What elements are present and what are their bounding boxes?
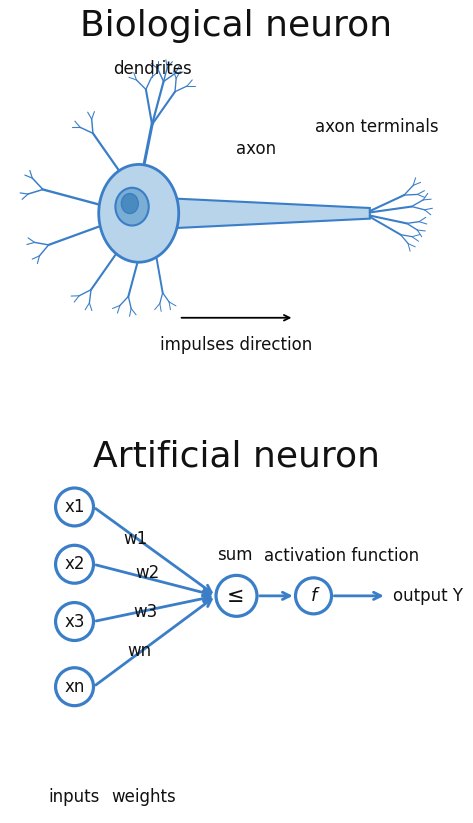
Text: w2: w2: [135, 564, 160, 582]
Text: dendrites: dendrites: [113, 60, 192, 78]
Text: x2: x2: [64, 556, 85, 574]
Text: wn: wn: [128, 642, 152, 660]
Text: Biological neuron: Biological neuron: [80, 9, 393, 43]
Text: w1: w1: [123, 529, 148, 547]
Text: Artificial neuron: Artificial neuron: [93, 439, 380, 474]
Circle shape: [55, 667, 94, 705]
Text: xn: xn: [64, 677, 85, 695]
Circle shape: [55, 602, 94, 640]
Polygon shape: [176, 198, 370, 228]
Text: inputs: inputs: [49, 788, 100, 807]
Ellipse shape: [115, 188, 149, 226]
Circle shape: [296, 578, 332, 614]
Text: weights: weights: [111, 788, 176, 807]
Text: ≤: ≤: [227, 586, 245, 606]
Text: axon: axon: [236, 140, 277, 158]
Circle shape: [55, 546, 94, 584]
Circle shape: [216, 575, 257, 616]
Text: x1: x1: [64, 498, 85, 516]
Text: w3: w3: [133, 602, 158, 621]
Ellipse shape: [122, 193, 138, 213]
Text: x3: x3: [64, 612, 85, 630]
Text: axon terminals: axon terminals: [315, 118, 439, 136]
Text: impulses direction: impulses direction: [160, 336, 313, 354]
Text: output Y: output Y: [393, 587, 463, 605]
Text: f: f: [310, 587, 317, 605]
Ellipse shape: [99, 165, 179, 263]
Text: activation function: activation function: [263, 547, 419, 565]
Circle shape: [55, 488, 94, 526]
Text: sum: sum: [217, 546, 252, 565]
